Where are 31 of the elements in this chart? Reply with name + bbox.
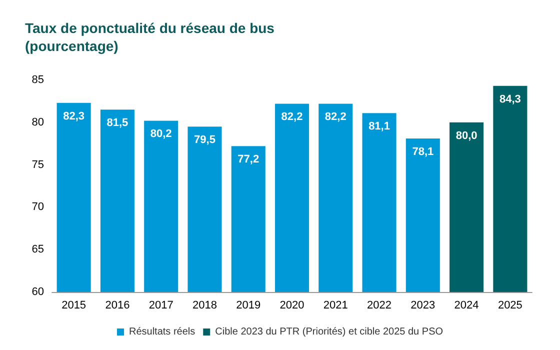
data-label: 80,0 [456, 130, 478, 142]
y-tick-label: 80 [32, 116, 44, 128]
y-tick-label: 70 [32, 201, 44, 214]
x-tick-label: 2017 [148, 300, 174, 312]
y-tick-label: 60 [32, 286, 44, 298]
data-label: 81,1 [368, 120, 390, 133]
x-tick-label: 2019 [236, 300, 261, 312]
y-tick-label: 85 [32, 74, 44, 86]
y-tick-label: 75 [32, 158, 44, 171]
data-label: 84,3 [499, 93, 521, 106]
legend-label: Cible 2023 du PTR (Priorités) et cible 2025 du PSO [215, 326, 444, 338]
legend-label: Résultats réels [128, 326, 196, 338]
x-tick-label: 2016 [105, 300, 130, 312]
data-label: 81,5 [106, 117, 128, 130]
data-label: 82,2 [324, 111, 346, 124]
x-tick-label: 2022 [367, 300, 392, 312]
y-tick-label: 65 [32, 244, 44, 256]
chart-title: Taux de ponctualité du réseau de bus (pourcentage) [25, 20, 275, 54]
x-tick-label: 2025 [498, 300, 522, 312]
x-tick-label: 2021 [323, 300, 348, 312]
x-tick-label: 2023 [410, 300, 436, 312]
x-tick-label: 2024 [454, 300, 479, 312]
data-label: 82,2 [281, 111, 303, 124]
data-label: 78,1 [412, 146, 434, 158]
x-tick-label: 2018 [192, 300, 217, 312]
data-label: 80,2 [150, 128, 172, 140]
x-tick-label: 2020 [280, 300, 304, 312]
data-label: 77,2 [238, 154, 260, 166]
data-label: 82,3 [63, 110, 85, 122]
x-tick-label: 2015 [62, 300, 86, 312]
data-label: 79,5 [194, 134, 216, 146]
